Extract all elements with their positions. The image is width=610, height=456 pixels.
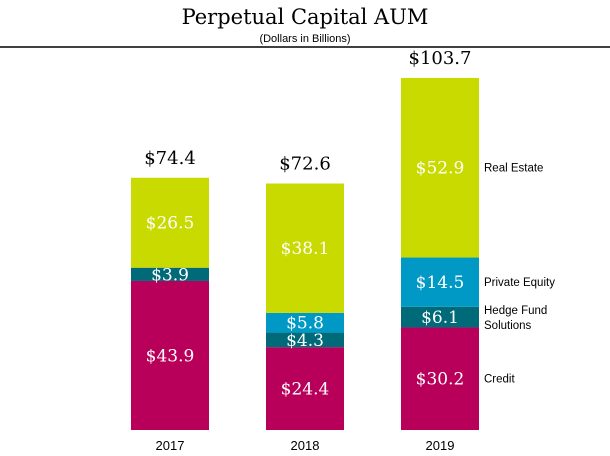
total-label-2018: $72.6: [279, 154, 331, 175]
bar-segment-hedge-fund-solutions-2018: [266, 332, 344, 348]
segment-value-label: $24.4: [281, 380, 330, 400]
segment-value-label: $4.3: [286, 331, 324, 351]
chart-subtitle: (Dollars in Billions): [259, 33, 350, 45]
segment-value-label: $14.5: [416, 273, 465, 293]
x-tick-label: 2018: [291, 438, 320, 453]
bar-segment-real-estate-2019: [401, 77, 479, 258]
legend-label: Real Estate: [484, 163, 543, 175]
bar-segment-hedge-fund-solutions-2019: [401, 306, 479, 328]
segment-value-label: $52.9: [416, 159, 465, 179]
legend-label: Hedge Fund: [484, 305, 547, 317]
segment-value-label: $38.1: [281, 239, 330, 259]
total-label-2019: $103.7: [409, 48, 472, 69]
legend-label: Credit: [484, 374, 515, 386]
segment-value-label: $26.5: [146, 214, 195, 234]
bar-segment-credit-2018: [266, 347, 344, 430]
segment-value-label: $3.9: [151, 265, 189, 285]
bar-segment-hedge-fund-solutions-2017: [131, 267, 209, 281]
legend-label-line2: Solutions: [484, 320, 532, 332]
bar-segment-credit-2019: [401, 327, 479, 430]
segment-value-label: $43.9: [146, 346, 195, 366]
bar-segment-real-estate-2017: [131, 177, 209, 268]
chart-title: Perpetual Capital AUM: [182, 5, 429, 29]
bar-segment-private-equity-2018: [266, 312, 344, 333]
x-tick-label: 2019: [426, 438, 455, 453]
x-tick-label: 2017: [156, 438, 185, 453]
bar-segment-real-estate-2018: [266, 183, 344, 313]
legend-label: Private Equity: [484, 277, 555, 289]
bar-segment-credit-2017: [131, 280, 209, 430]
segment-value-label: $30.2: [416, 370, 465, 390]
total-label-2017: $74.4: [144, 148, 196, 169]
bar-segment-private-equity-2019: [401, 257, 479, 307]
segment-value-label: $5.8: [286, 314, 324, 334]
segment-value-label: $6.1: [421, 308, 459, 328]
